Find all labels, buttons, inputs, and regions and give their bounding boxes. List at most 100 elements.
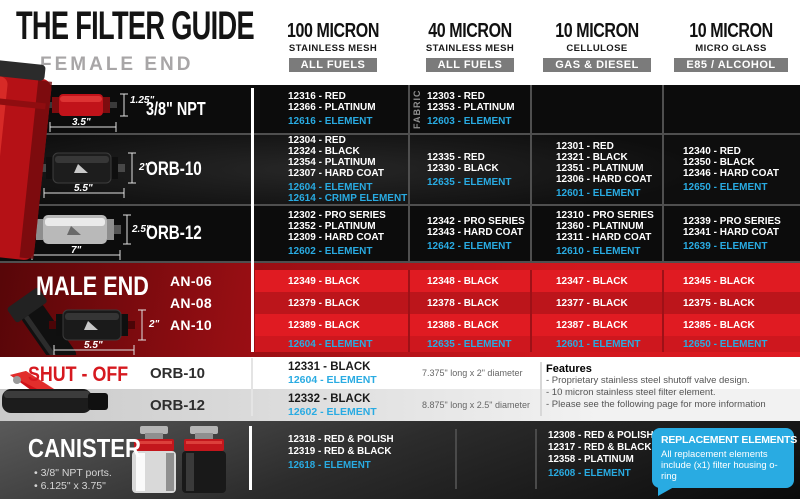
text-line: - Please see the following page for more…	[546, 399, 766, 410]
part-number: 12345 - BLACK	[683, 275, 755, 287]
parts-list: 12316 - RED 12366 - PLATINUM	[288, 91, 408, 113]
parts-list: 12302 - PRO SERIES 12352 - PLATINUM 12309 …	[288, 210, 408, 243]
part-number: 12304 - RED	[288, 135, 346, 146]
parts-cell: 12385 - BLACK	[662, 314, 800, 336]
part-number: 12303 - RED	[427, 91, 485, 102]
element-number: 12604 - ELEMENT	[288, 182, 373, 193]
part-number: 12385 - BLACK	[683, 319, 755, 331]
dim-height: 1.25"	[130, 95, 154, 106]
parts-cell: 12345 - BLACK	[662, 270, 800, 292]
part-number: 12339 - PRO SERIES	[683, 215, 781, 227]
features-block: Features - Proprietary stainless steel s…	[546, 363, 790, 411]
parts-cell: FABRIC 12303 - RED 12353 - PLATINUM 12603…	[408, 85, 530, 133]
row-orb12-label-area: 7" 2.5" ORB-12	[0, 206, 255, 261]
dim-width: 5.5"	[84, 340, 103, 351]
shutoff-valve-photo	[2, 371, 108, 413]
fabric-note: FABRIC	[412, 89, 422, 130]
part-number: 12310 - PRO SERIES	[556, 210, 654, 221]
element-number: 12604 - ELEMENT	[288, 338, 373, 350]
elements-list: 12635 - ELEMENT	[427, 177, 530, 188]
parts-cell: 12377 - BLACK	[530, 292, 662, 314]
part-number: 12347 - BLACK	[556, 275, 628, 287]
part-number: 12301 - RED	[556, 140, 614, 152]
part-number: 12354 - PLATINUM	[288, 157, 376, 168]
part-number: 12348 - BLACK	[427, 275, 499, 287]
elements-list: 12608 - ELEMENT	[548, 468, 654, 480]
canister-parts-col1: 12318 - RED & POLISH 12319 - RED & BLACK …	[288, 434, 394, 472]
part-number: 12352 - PLATINUM	[288, 221, 376, 232]
parts-list: 12318 - RED & POLISH 12319 - RED & BLACK	[288, 434, 394, 458]
parts-cell-empty	[530, 85, 662, 133]
part-number: 12388 - BLACK	[427, 319, 499, 331]
dim-height: 2"	[148, 319, 160, 330]
parts-cell: 12340 - RED 12350 - BLACK 12346 - HARD COA…	[662, 135, 800, 204]
parts-cell: 12379 - BLACK	[255, 292, 408, 314]
column-media: STAINLESS MESH	[425, 43, 515, 54]
row-separator	[0, 133, 800, 135]
parts-cell: 12342 - PRO SERIES 12343 - HARD COAT 1264…	[408, 206, 530, 261]
part-number: 12378 - BLACK	[427, 297, 499, 309]
column-media: MICRO GLASS	[695, 43, 767, 54]
parts-cell: 12349 - BLACK	[255, 270, 408, 292]
features-list: - Proprietary stainless steel shutoff va…	[546, 375, 790, 411]
connector-label: ORB-10	[150, 364, 206, 382]
elements-list: 12604 - ELEMENT 12614 - CRIMP ELEMENT	[288, 182, 408, 204]
column-micron: 10 MICRON	[555, 20, 639, 42]
elements-list: 12603 - ELEMENT	[427, 116, 530, 127]
fuel-badge: ALL FUELS	[288, 58, 378, 72]
dim-width: 3.5"	[72, 117, 91, 128]
parts-cell: 12301 - RED 12321 - BLACK 12351 - PLATINUM…	[530, 135, 662, 204]
parts-cell: 12302 - PRO SERIES 12352 - PLATINUM 12309 …	[255, 206, 408, 261]
element-number: 12650 - ELEMENT	[683, 182, 768, 193]
canister-section: CANISTER • 3/8" NPT ports. • 6.125" x 3.7…	[0, 421, 800, 499]
parts-list: 12340 - RED 12350 - BLACK 12346 - HARD COA…	[683, 146, 800, 179]
fuel-badge: ALL FUELS	[425, 58, 515, 72]
part-number: 12321 - BLACK	[556, 151, 628, 163]
element-number: 12639 - ELEMENT	[683, 240, 768, 252]
connector-label: ORB-12	[150, 396, 206, 414]
shutoff-row-orb10: ORB-10 12331 - BLACK 12604 - ELEMENT 7.3…	[0, 357, 800, 389]
part-number: 12353 - PLATINUM	[427, 102, 515, 113]
element-number: 12608 - ELEMENT	[548, 468, 631, 479]
part-number: 12360 - PLATINUM	[556, 221, 644, 232]
an06-label: AN-06	[170, 273, 212, 289]
canister-title: CANISTER	[28, 433, 141, 463]
male-row-an06: 12349 - BLACK 12348 - BLACK 12347 - BLAC…	[255, 270, 800, 292]
part-number: 12350 - BLACK	[683, 157, 755, 168]
element-number: 12616 - ELEMENT	[288, 116, 373, 127]
parts-cell: 12347 - BLACK	[530, 270, 662, 292]
column-divider	[535, 429, 537, 489]
callout-title: REPLACEMENT ELEMENTS	[661, 434, 798, 446]
element-number: 12601 - ELEMENT	[556, 338, 641, 350]
element-number: 12635 - ELEMENT	[427, 176, 512, 188]
row-orb12: 7" 2.5" ORB-12 12302 - PRO SERIES 12352 -…	[0, 206, 800, 261]
column-header-100-micron: 100 MICRON STAINLESS MESH ALL FUELS	[258, 20, 408, 73]
part-number: 12302 - PRO SERIES	[288, 210, 386, 221]
parts-cell: 12316 - RED 12366 - PLATINUM 12616 - ELEM…	[255, 85, 408, 133]
fuel-badge: E85 / ALCOHOL	[674, 58, 788, 72]
an-fitting-photo	[7, 287, 81, 355]
column-micron: 40 MICRON	[428, 20, 512, 42]
parts-list: 12339 - PRO SERIES 12341 - HARD COAT	[683, 216, 800, 238]
element-number: 12618 - ELEMENT	[288, 460, 371, 471]
shutoff-row-orb12: ORB-12 12332 - BLACK 12602 - ELEMENT 8.8…	[0, 389, 800, 421]
dim-width: 5.5"	[74, 183, 93, 194]
parts-list: 12310 - PRO SERIES 12360 - PLATINUM 12311 …	[556, 210, 662, 243]
an08-label: AN-08	[170, 295, 212, 311]
column-micron: 10 MICRON	[689, 20, 773, 42]
elements-list: 12639 - ELEMENT	[683, 241, 800, 252]
canister-specs: • 3/8" NPT ports. • 6.125" x 3.75"	[34, 467, 112, 493]
text-line: - 10 micron stainless steel filter eleme…	[546, 387, 716, 398]
element-number: 12603 - ELEMENT	[427, 116, 512, 127]
part-number: 12366 - PLATINUM	[288, 102, 376, 113]
parts-cell: 12389 - BLACK	[255, 314, 408, 336]
fuel-badge: GAS & DIESEL	[543, 58, 651, 72]
column-divider	[540, 362, 542, 416]
elements-cell: 12650 - ELEMENT	[662, 336, 800, 352]
label-column-divider	[251, 88, 254, 352]
part-number: 12377 - BLACK	[556, 297, 628, 309]
dim-height: 2"	[138, 162, 150, 173]
text-line: • 6.125" x 3.75"	[34, 480, 106, 492]
column-micron: 100 MICRON	[286, 20, 380, 42]
